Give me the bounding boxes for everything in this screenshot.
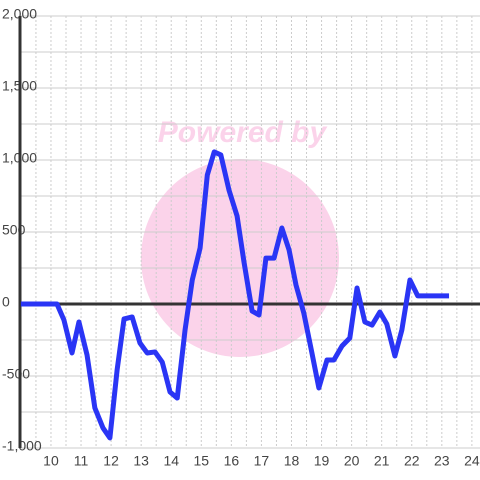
x-tick-label: 17 [254,453,270,469]
line-series [20,149,450,441]
watermark: Powered by [158,116,328,149]
y-tick-label: -1,000 [2,438,42,454]
x-tick-label: 21 [374,453,390,469]
y-tick-label: 0 [2,294,10,310]
x-tick-label: 19 [314,453,330,469]
y-tick-label: 2,000 [2,6,37,22]
x-tick-label: 24 [464,453,480,469]
watermark-logo [141,159,339,357]
x-tick-label: 10 [43,453,59,469]
x-tick-label: 12 [103,453,119,469]
x-tick-label: 13 [133,453,149,469]
y-tick-label: -500 [2,366,30,382]
x-tick-label: 18 [284,453,300,469]
x-tick-label: 23 [434,453,450,469]
x-tick-label: 20 [344,453,360,469]
x-tick-label: 14 [163,453,179,469]
x-tick-label: 16 [224,453,240,469]
x-tick-label: 11 [74,453,89,469]
y-tick-label: 500 [2,222,26,238]
x-tick-label: 15 [194,453,210,469]
x-tick-label: 22 [404,453,420,469]
